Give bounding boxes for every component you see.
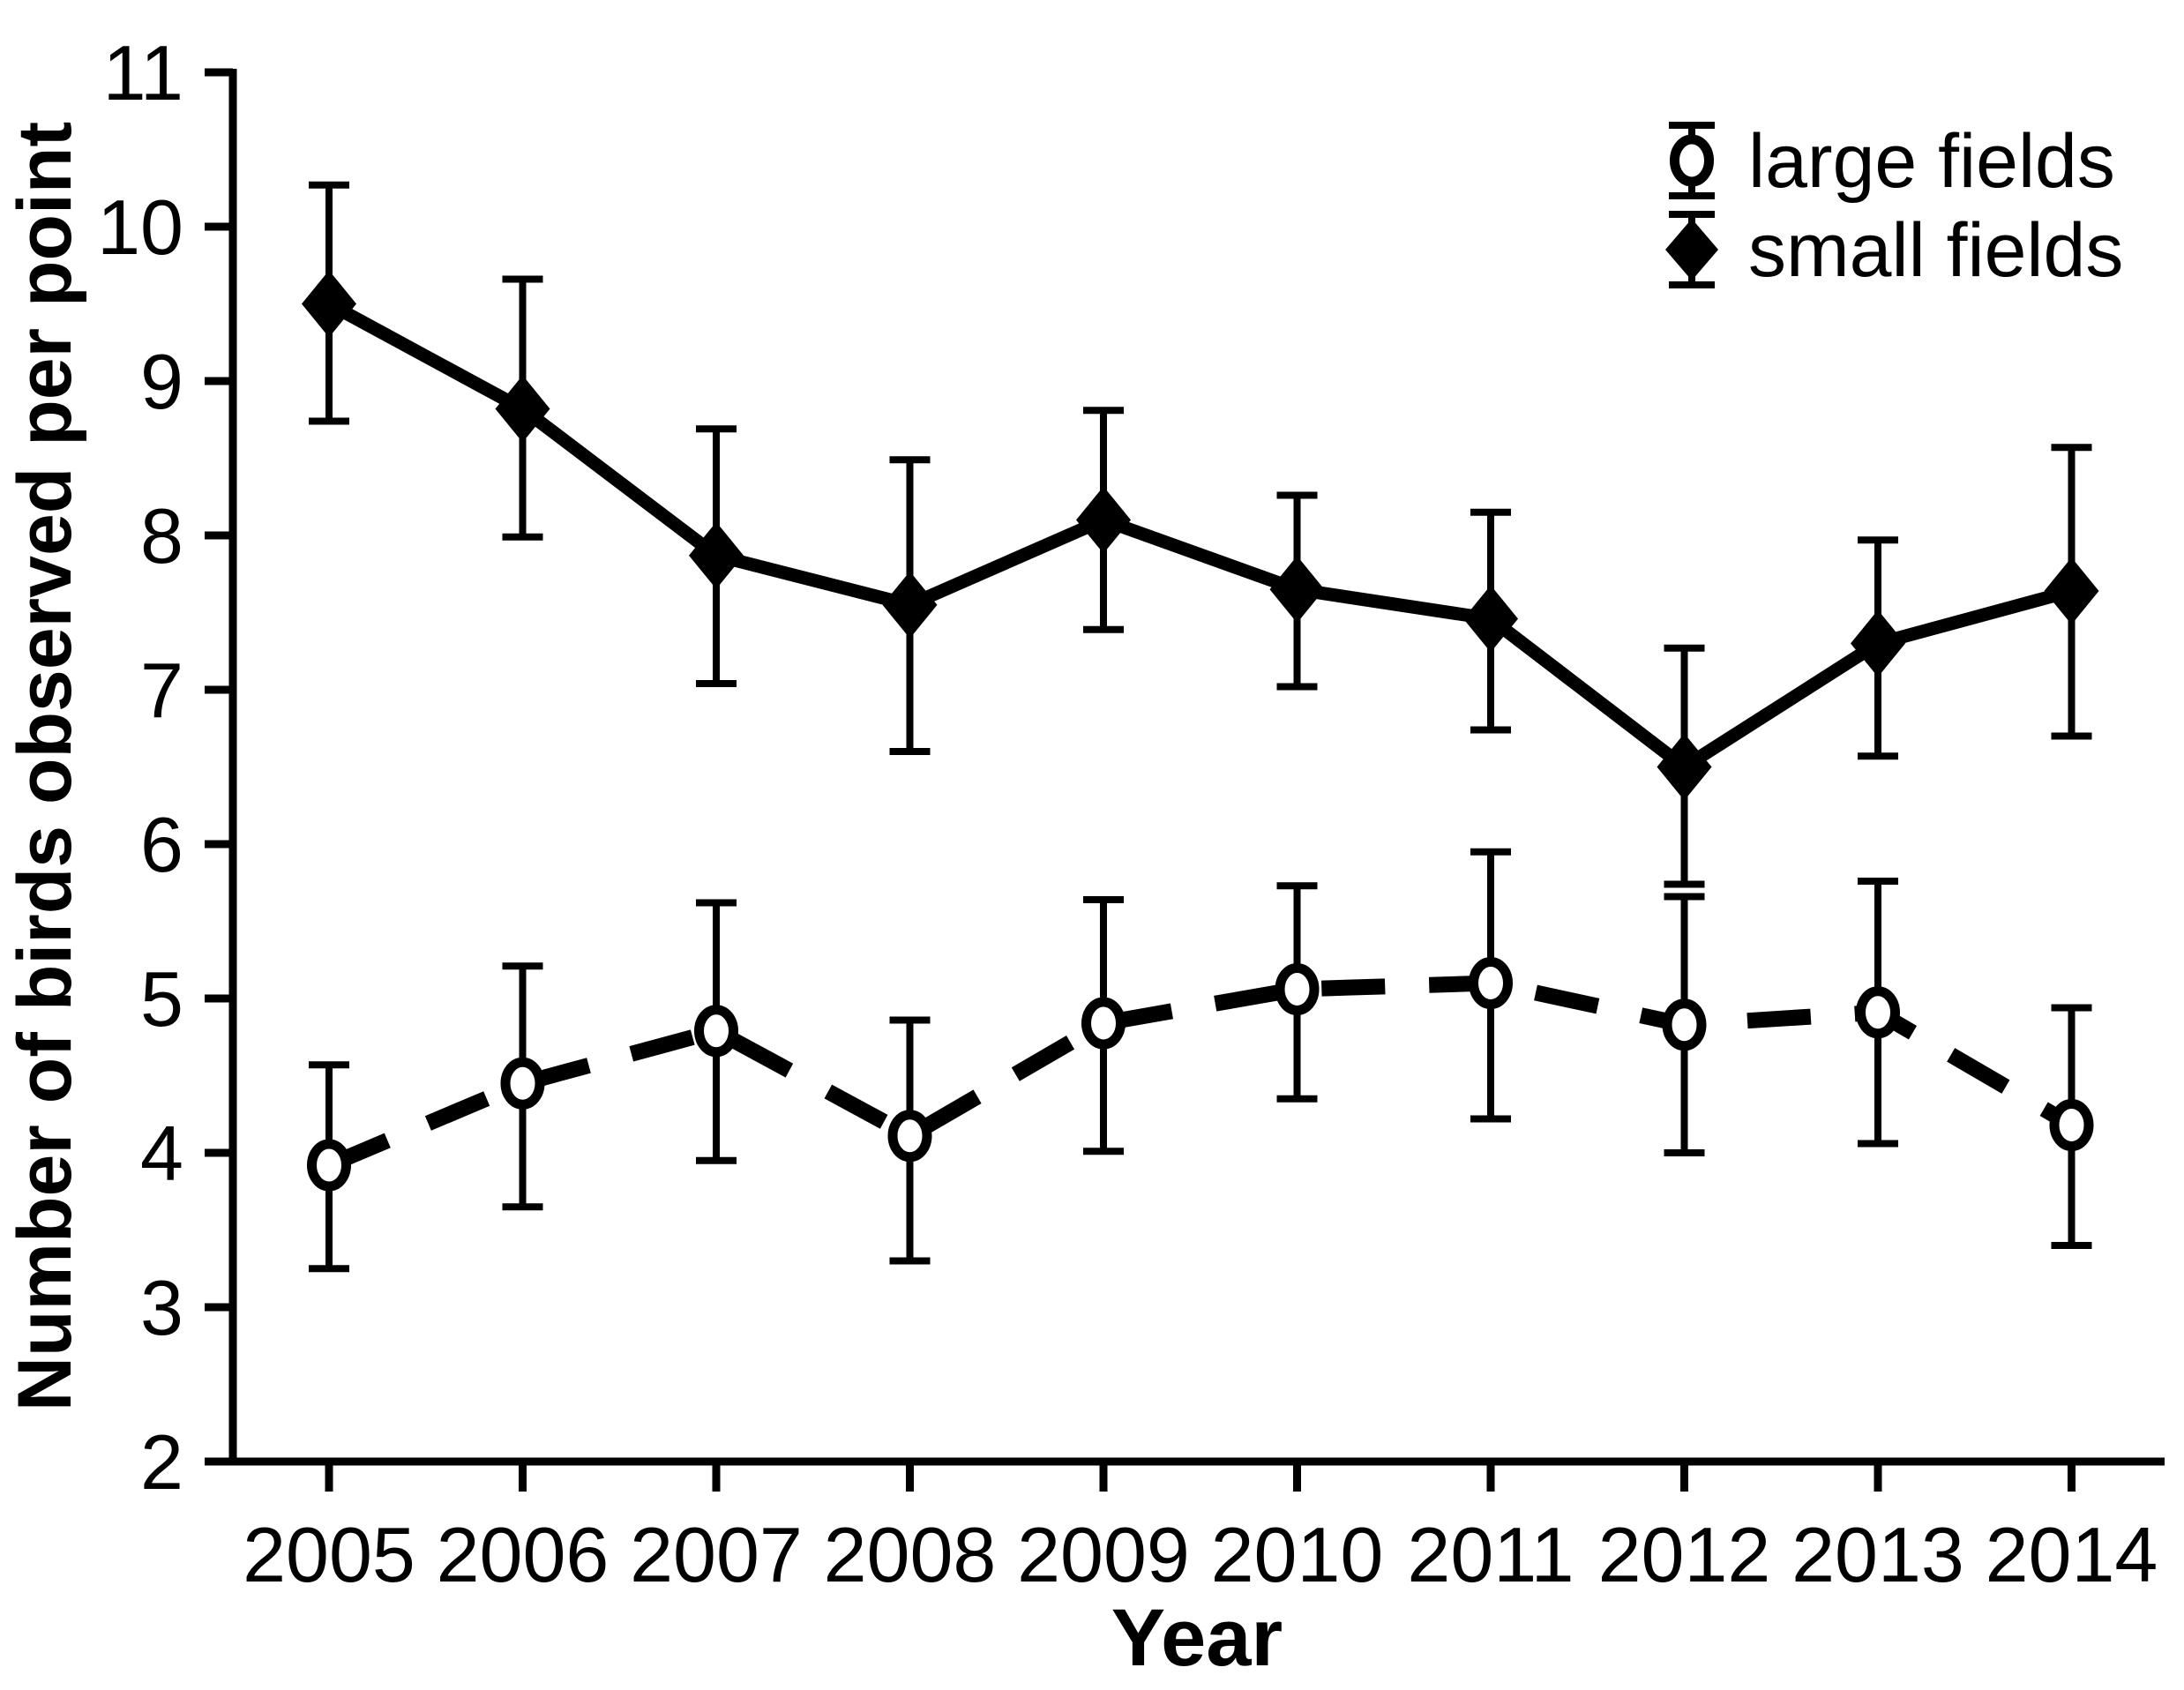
x-axis-title: Year	[1111, 1593, 1283, 1683]
data-point-small-fields-2013	[1851, 609, 1905, 677]
legend-label-large-fields: large fields	[1748, 119, 2115, 204]
markers-large-fields	[307, 957, 2094, 1192]
legend-item-small-fields: small fields	[1665, 208, 2123, 293]
legend-item-large-fields: large fields	[1669, 119, 2115, 204]
x-tick-label: 2007	[630, 1511, 803, 1598]
series-small-fields	[302, 181, 2099, 888]
data-point-small-fields-2008	[882, 571, 938, 639]
data-point-large-fields-2010	[1275, 963, 1320, 1015]
data-point-small-fields-2011	[1463, 585, 1518, 653]
data-point-large-fields-2012	[1662, 998, 1707, 1051]
data-point-small-fields-2009	[1076, 486, 1131, 554]
data-point-small-fields-2014	[2044, 557, 2099, 624]
x-tick-label: 2010	[1211, 1511, 1384, 1598]
data-point-large-fields-2008	[887, 1110, 932, 1163]
x-tick-label: 2005	[243, 1511, 415, 1598]
y-tick-label: 2	[140, 1418, 183, 1506]
x-tick-label: 2012	[1598, 1511, 1771, 1598]
y-tick-label: 5	[140, 955, 183, 1043]
y-axis-title: Number of birds observed per point	[3, 122, 87, 1411]
y-tick-label: 10	[97, 183, 183, 271]
y-tick-label: 7	[140, 647, 183, 734]
markers-small-fields	[302, 270, 2099, 801]
y-tick-label: 8	[140, 492, 183, 580]
y-tick-label: 4	[140, 1110, 183, 1197]
data-point-small-fields-2012	[1657, 733, 1712, 801]
filled-diamond-errorbar-icon	[1665, 211, 1718, 288]
data-point-large-fields-2006	[500, 1057, 545, 1110]
data-point-large-fields-2009	[1081, 997, 1126, 1050]
y-axis: 2 3 4 5 6 7 8 9 10 11	[97, 29, 237, 1506]
x-tick-label: 2013	[1791, 1511, 1964, 1598]
legend-label-small-fields: small fields	[1748, 208, 2123, 293]
plot-area: 2 3 4 5 6 7 8 9 10 11 2005 2006 2007 2008 2009 2010 2011…	[97, 29, 2165, 1598]
x-tick-label: 2006	[437, 1511, 610, 1598]
data-point-small-fields-2006	[495, 375, 550, 443]
data-point-large-fields-2007	[694, 1005, 738, 1058]
y-tick-label: 9	[140, 338, 183, 425]
data-point-large-fields-2005	[307, 1139, 351, 1192]
data-point-small-fields-2010	[1269, 556, 1325, 624]
x-tick-label: 2009	[1017, 1511, 1190, 1598]
y-tick-label: 6	[140, 801, 183, 888]
data-point-large-fields-2014	[2049, 1099, 2094, 1151]
x-tick-label: 2014	[1986, 1511, 2158, 1598]
data-point-large-fields-2011	[1469, 957, 1513, 1009]
data-point-large-fields-2013	[1856, 986, 1900, 1039]
legend: large fields small fields	[1665, 119, 2123, 293]
y-tick-label: 11	[103, 29, 183, 116]
data-point-small-fields-2005	[302, 270, 356, 338]
x-axis: 2005 2006 2007 2008 2009 2010 2011 2012 2013 2014	[228, 1457, 2165, 1598]
series-large-fields	[307, 848, 2094, 1273]
y-tick-label: 3	[140, 1264, 183, 1351]
series-line-large-fields	[325, 975, 2076, 1173]
data-point-small-fields-2007	[689, 521, 744, 589]
x-tick-label: 2008	[824, 1511, 997, 1598]
open-circle-errorbar-icon	[1669, 122, 1715, 199]
error-bars-large-fields	[309, 848, 2092, 1273]
series-line-small-fields	[325, 297, 2074, 775]
x-tick-label: 2011	[1407, 1511, 1574, 1598]
